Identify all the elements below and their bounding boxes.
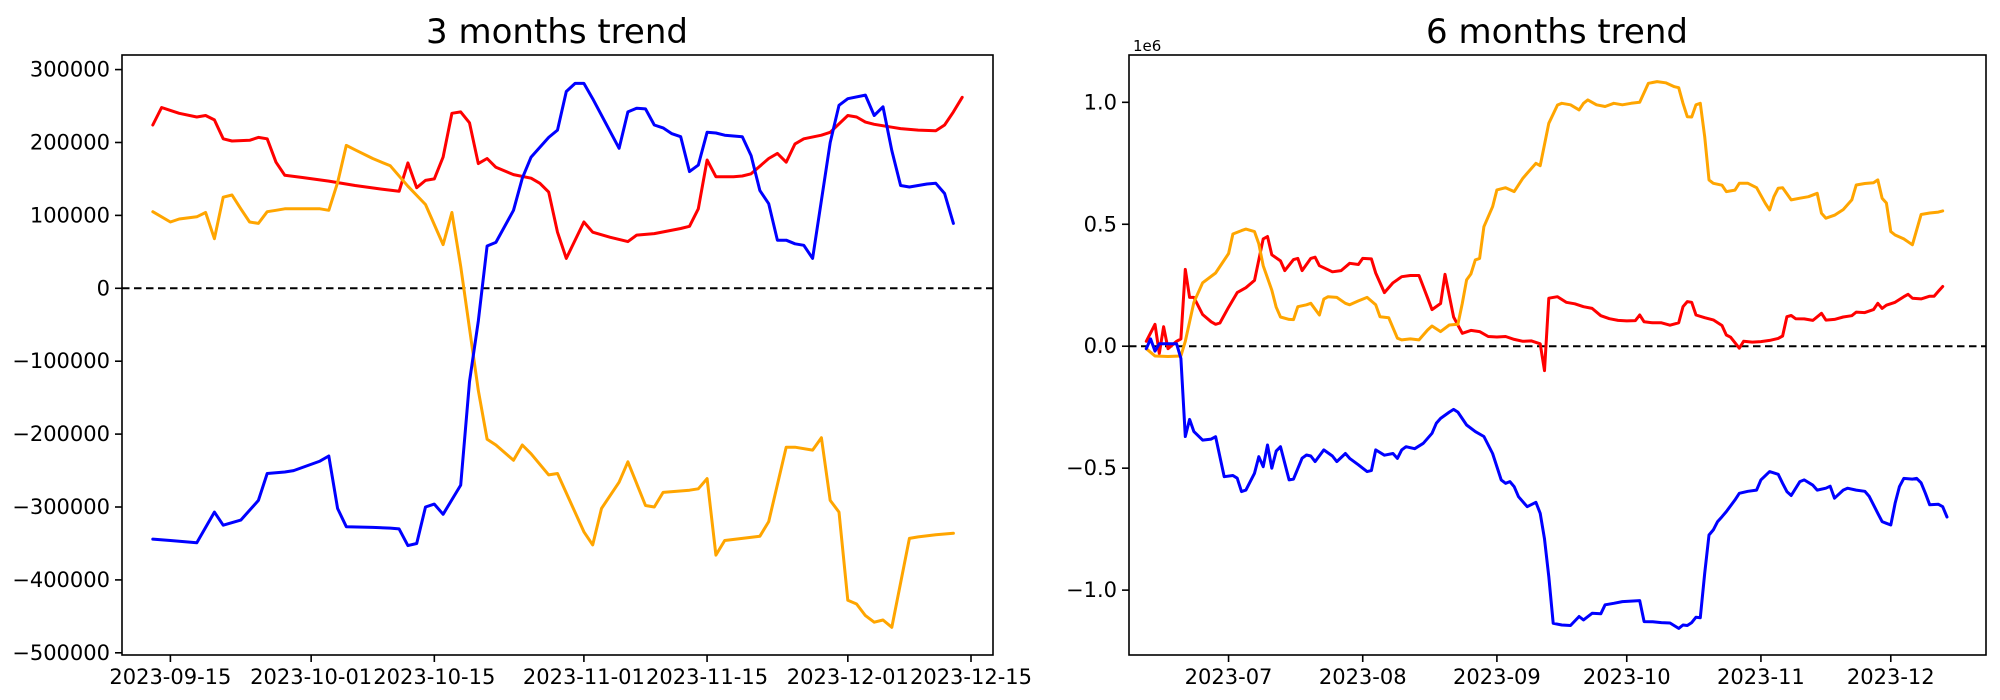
plot-background [1129,55,1986,655]
series-layer [1144,80,1949,630]
y-tick-label: 200000 [30,130,110,154]
plot-background [122,55,993,655]
chart-group-1: 2023-07 2023-08 2023-09 2023-10 2023-11 2023-… [1066,54,1987,689]
x-tick-label: 2023-11 [1717,665,1805,689]
chart-group-0: 2023-09-15 2023-10-01 2023-10-15 2023-11-01… [12,54,1032,689]
y-tick-label: 0.5 [1084,212,1117,236]
left-chart-title: 3 months trend [426,12,688,52]
x-tick-label: 2023-10-15 [373,665,495,689]
x-tick-label: 2023-12-15 [910,665,1032,689]
x-tick-label: 2023-11-15 [646,665,768,689]
y-axis-offset-label: 1e6 [1133,37,1161,55]
y-tick-label: −200000 [12,422,110,446]
y-tick-label: 1.0 [1084,90,1117,114]
y-tick-label: −1.0 [1066,578,1117,602]
y-tick-label: 100000 [30,203,110,227]
y-tick-label: −500000 [12,641,110,665]
x-tick-label: 2023-12 [1847,665,1935,689]
blue-series-line [1144,337,1949,630]
x-tick-label: 2023-09 [1453,665,1541,689]
orange-series-line [1144,80,1945,358]
right-chart: 2023-07 2023-08 2023-09 2023-10 2023-11 2023-… [1066,12,1987,689]
x-tick-label: 2023-10 [1583,665,1671,689]
red-series-line [151,95,964,260]
y-tick-label: 300000 [30,58,110,82]
x-tick-label: 2023-11-01 [523,665,645,689]
left-chart: 2023-09-15 2023-10-01 2023-10-15 2023-11-01… [12,12,1032,689]
y-tick-label: 0 [97,276,110,300]
y-tick-label: −400000 [12,568,110,592]
axes-frame [121,54,994,656]
y-tick-label: 0.0 [1084,334,1117,358]
axes-frame [1128,54,1987,656]
right-chart-title: 6 months trend [1426,12,1688,52]
series-layer [151,81,964,629]
red-series-line [1144,235,1945,373]
x-tick-label: 2023-07 [1185,665,1273,689]
y-tick-label: −0.5 [1066,456,1117,480]
x-tick-label: 2023-12-01 [787,665,909,689]
y-tick-label: −100000 [12,349,110,373]
x-tick-label: 2023-10-01 [250,665,372,689]
orange-series-line [151,143,955,629]
x-tick-label: 2023-08 [1319,665,1407,689]
x-tick-label: 2023-09-15 [109,665,231,689]
blue-series-line [151,81,955,548]
y-tick-label: −300000 [12,495,110,519]
